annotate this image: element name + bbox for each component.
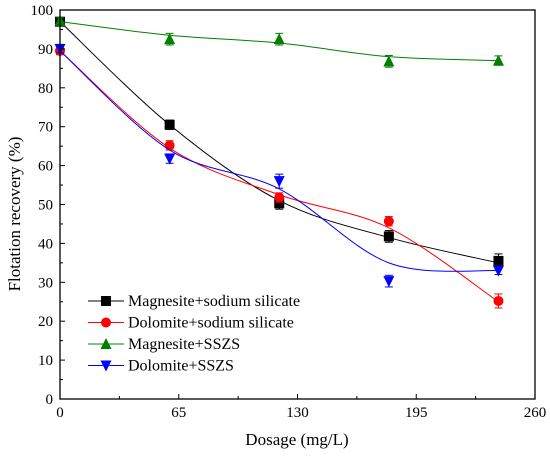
legend: Magnesite+sodium silicate Dolomite+sodium… [88,293,300,375]
x-tick-label-0: 0 [56,405,64,421]
legend-item-1: Magnesite+sodium silicate [88,293,300,310]
legend-marker-4 [100,360,112,372]
y-tick-label-30: 30 [38,275,53,291]
legend-item-3: Magnesite+SSZS [88,336,240,353]
legend-item-2: Dolomite+sodium silicate [88,315,294,332]
series-2-point-2 [274,192,285,203]
y-tick-label-90: 90 [38,42,53,58]
y-tick-label-40: 40 [38,236,53,252]
series-1-point-3 [383,231,394,242]
legend-marker-3 [100,338,112,349]
series-2 [55,45,504,309]
x-tick-label-130: 130 [286,405,309,421]
series-2-point-1 [164,140,175,151]
legend-label-3: Magnesite+SSZS [128,336,240,353]
series-4-curve [59,50,499,272]
series-3-point-2 [273,33,285,45]
series-4-point-3 [383,276,395,288]
legend-label-2: Dolomite+sodium silicate [128,315,294,332]
y-tick-label-0: 0 [46,392,54,408]
series-3 [54,14,504,68]
series-3-point-1 [164,33,176,45]
y-tick-label-50: 50 [38,198,53,214]
series-4-point-4 [492,265,504,277]
legend-marker-1 [101,296,111,306]
y-tick-label-60: 60 [38,159,53,175]
axes-layer: 0 10 20 30 40 50 60 70 80 90 100 0 65 130 195 260 [31,3,547,421]
series-1-curve [59,21,499,264]
plot-layer [54,14,504,309]
legend-marker-2 [101,317,111,328]
y-tick-label-70: 70 [38,120,53,136]
series-3-point-3 [383,55,395,67]
legend-item-4: Dolomite+SSZS [88,358,234,375]
series-3-point-4 [492,54,504,66]
series-4-point-2 [273,176,285,188]
y-tick-label-100: 100 [31,3,54,19]
series-1-point-2 [274,198,285,209]
series-1 [55,16,504,269]
series-1-point-1 [164,119,175,130]
y-tick-label-20: 20 [38,314,53,330]
x-tick-label-65: 65 [171,405,186,421]
y-tick-label-80: 80 [38,81,53,97]
x-tick-label-195: 195 [405,405,428,421]
y-tick-label-10: 10 [38,353,53,369]
series-4 [54,43,504,288]
series-4-point-1 [164,153,176,165]
x-axis-title: Dosage (mg/L) [245,430,348,449]
series-2-point-4 [493,295,504,306]
legend-label-1: Magnesite+sodium silicate [128,293,300,310]
series-2-point-3 [383,216,394,227]
y-axis-title: Flotation recovery (%) [5,137,24,292]
legend-label-4: Dolomite+SSZS [128,358,234,375]
series-1-point-4 [493,255,504,266]
x-tick-label-260: 260 [524,405,547,421]
